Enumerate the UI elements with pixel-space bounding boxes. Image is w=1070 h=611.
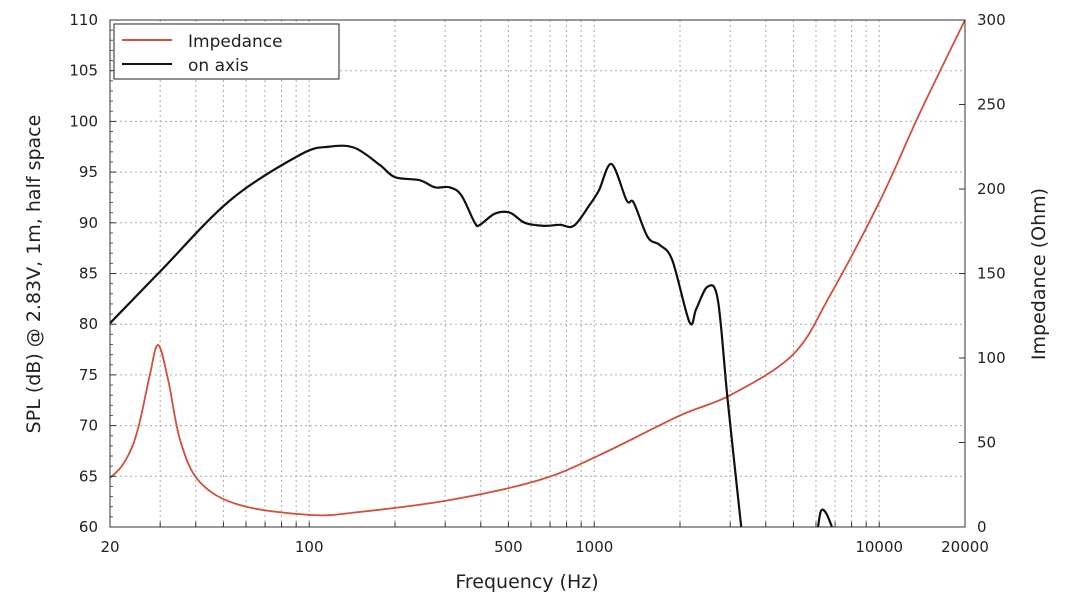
y2-tick-label: 250 [977,96,1006,114]
y2-tick-label: 50 [977,434,996,452]
y-tick-label: 90 [79,214,98,232]
legend-label-on-axis: on axis [188,56,249,76]
x-tick-label: 100 [295,538,324,556]
series-on-axis-line [109,144,743,528]
y-tick-label: 110 [69,11,98,29]
ticks: 60 65 70 75 80 85 90 95 100 105 110 0 50 100 150 200 250… [69,11,1005,556]
y2-tick-label: 300 [977,11,1006,29]
y-tick-label: 85 [79,265,98,283]
legend: Impedance on axis [113,23,340,80]
y2-tick-label: 200 [977,180,1006,198]
y-axis-label: SPL (dB) @ 2.83V, 1m, half space [23,115,45,434]
y2-axis-label: Impedance (Ohm) [1028,188,1050,360]
y-tick-label: 95 [79,163,98,181]
x-tick-label: 500 [494,538,523,556]
y-tick-label: 105 [69,62,98,80]
legend-label-impedance: Impedance [188,32,283,52]
y-tick-label: 70 [79,417,98,435]
y2-tick-label: 150 [977,265,1006,283]
series-on-axis-line [816,508,834,528]
x-tick-label: 10000 [855,538,903,556]
x-tick-label: 20000 [941,538,989,556]
y-tick-label: 60 [79,518,98,536]
y-tick-label: 80 [79,315,98,333]
grid [110,20,965,527]
legend-box [113,23,340,80]
y2-tick-label: 0 [977,518,987,536]
curves [109,19,966,528]
y-tick-label: 65 [79,467,98,485]
x-axis-label: Frequency (Hz) [455,571,598,593]
series-impedance-line [109,19,966,517]
y-tick-label: 100 [69,112,98,130]
y-tick-label: 75 [79,366,98,384]
x-tick-label: 1000 [575,538,613,556]
y2-tick-label: 100 [977,349,1006,367]
x-tick-label: 20 [100,538,119,556]
